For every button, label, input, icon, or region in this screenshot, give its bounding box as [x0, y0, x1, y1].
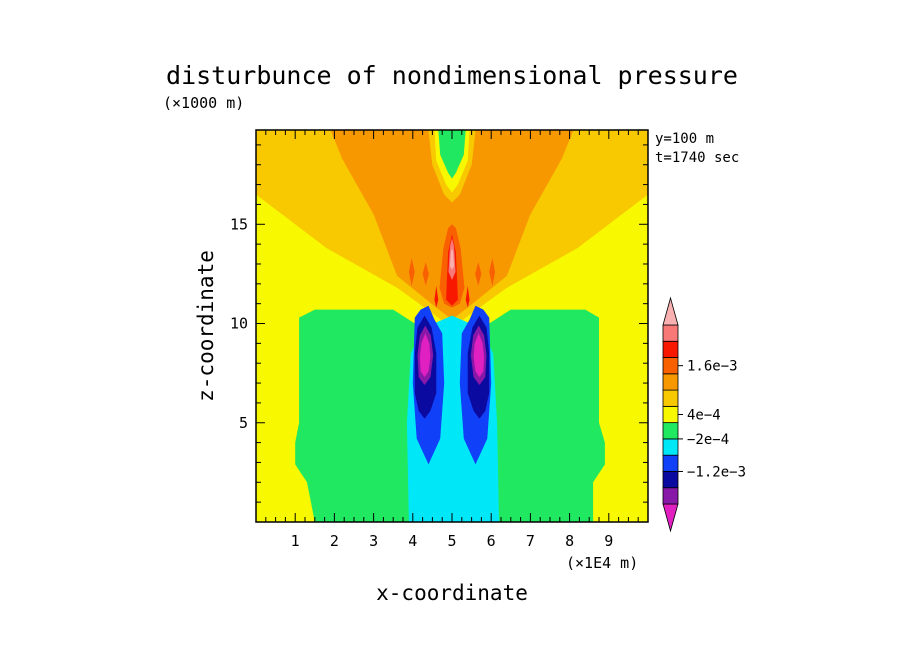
- annotation-y: y=100 m: [655, 131, 714, 147]
- x-tick-label: 6: [487, 532, 496, 550]
- axis-ticks: [256, 130, 648, 522]
- chart-title: disturbunce of nondimensional pressure: [166, 61, 738, 90]
- contour-region-orange-red-blob: [475, 262, 482, 286]
- contour-region-orange-red-blob: [489, 258, 496, 286]
- x-tick-label: 3: [369, 532, 378, 550]
- colorbar-swatch: [662, 340, 679, 358]
- x-tick-label: 4: [408, 532, 417, 550]
- colorbar-swatch: [662, 373, 679, 391]
- colorbar-label: −2e−4: [687, 432, 729, 448]
- colorbar-swatch: [662, 471, 679, 489]
- axis-tick-labels: 1 2 3 4 5 6 7 8 9 5 10 15: [230, 215, 613, 550]
- plot-area: 1 2 3 4 5 6 7 8 9 5 10 15: [230, 129, 649, 550]
- colorbar-top-cap: [662, 296, 679, 326]
- contour-region-magenta: [419, 333, 431, 378]
- colorbar-swatch: [662, 487, 679, 505]
- contour-region-orange-red-blob: [408, 258, 415, 286]
- x-tick-label: 7: [526, 532, 535, 550]
- y-axis-label: z-coordinate: [194, 250, 218, 402]
- annotation-time: t=1740 sec: [655, 150, 739, 166]
- colorbar-swatch: [662, 357, 679, 375]
- x-unit-label: (×1E4 m): [566, 554, 638, 572]
- contour-region-red-blob: [465, 285, 470, 308]
- x-tick-label: 2: [330, 532, 339, 550]
- colorbar-label: 4e−4: [687, 408, 721, 424]
- y-tick-label: 15: [230, 215, 248, 233]
- colorbar-swatch: [662, 405, 679, 424]
- contour-regions: [256, 130, 648, 522]
- colorbar-label: 1.6e−3: [687, 359, 738, 375]
- colorbar-swatch: [662, 422, 679, 440]
- y-unit-label: (×1000 m): [163, 94, 244, 112]
- contour-region-green-core: [438, 130, 466, 179]
- y-tick-label: 10: [230, 315, 248, 333]
- colorbar-swatch: [662, 454, 679, 472]
- colorbar-label: −1.2e−3: [687, 464, 746, 480]
- x-tick-label: 5: [447, 532, 456, 550]
- colorbar: −1.2e−3 −2e−4 4e−4 1.6e−3: [662, 296, 746, 533]
- y-tick-label: 5: [239, 414, 248, 432]
- colorbar-swatch: [662, 438, 679, 456]
- x-axis-label: x-coordinate: [376, 581, 528, 605]
- colorbar-swatch: [662, 389, 679, 407]
- colorbar-swatch: [662, 324, 679, 342]
- x-tick-label: 9: [604, 532, 613, 550]
- colorbar-bottom-cap: [662, 503, 679, 533]
- contour-region-light-pink: [450, 248, 454, 270]
- contour-region-magenta: [473, 333, 485, 378]
- x-tick-label: 1: [291, 532, 300, 550]
- x-tick-label: 8: [565, 532, 574, 550]
- contour-region-orange-red-blob: [422, 262, 429, 286]
- contour-region-red-blob: [434, 285, 439, 308]
